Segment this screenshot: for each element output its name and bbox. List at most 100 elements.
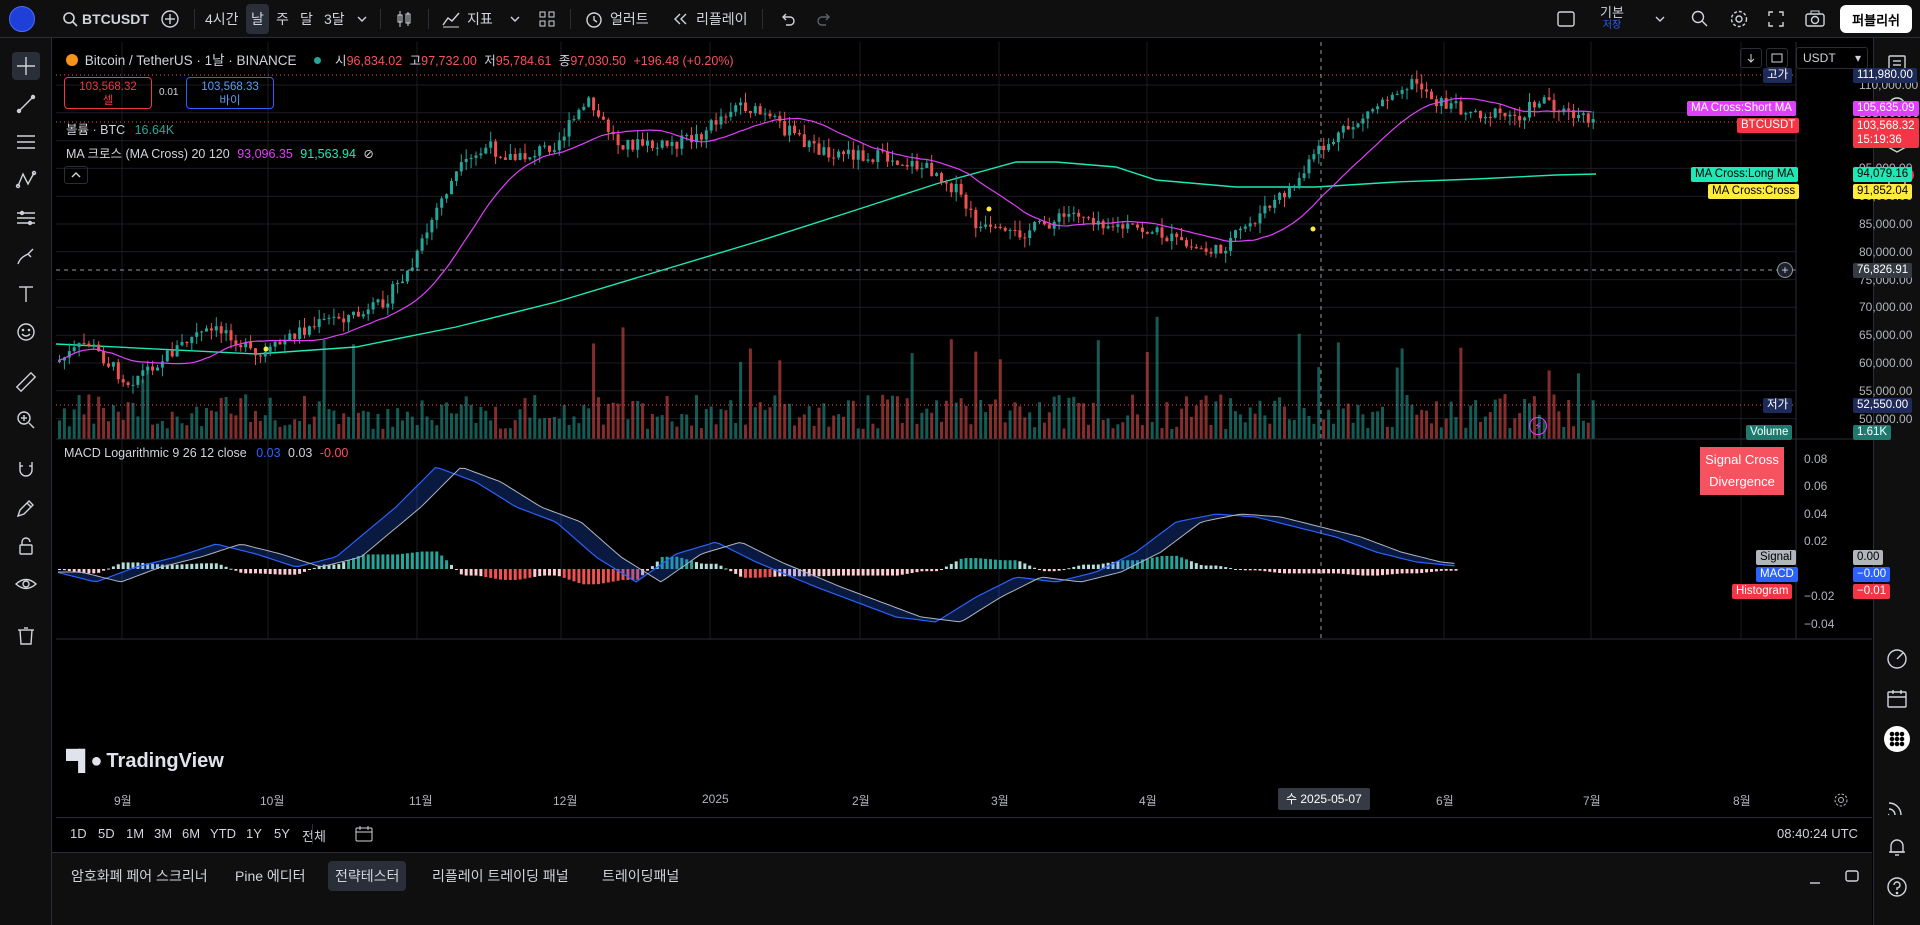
macd-legend[interactable]: MACD Logarithmic 9 26 12 close 0.03 0.03… bbox=[64, 446, 348, 460]
buy-button[interactable]: 103,568.33 바이 bbox=[186, 77, 274, 109]
candle-body bbox=[1234, 230, 1237, 238]
tab-crypto-screener[interactable]: 암호화폐 페어 스크리너 bbox=[71, 868, 208, 884]
interval-week[interactable]: 주 bbox=[276, 11, 289, 27]
macd-histogram-bar bbox=[489, 569, 493, 578]
redo-icon[interactable] bbox=[816, 0, 834, 38]
tradingview-watermark[interactable]: ▀▌● TradingView bbox=[66, 750, 224, 773]
currency-select[interactable]: USDT ▾ bbox=[1796, 47, 1868, 69]
trend-line-icon[interactable] bbox=[12, 90, 40, 118]
ma-cross-legend[interactable]: MA 크로스 (MA Cross) 20 120 93,096.35 91,56… bbox=[66, 143, 374, 162]
range-button[interactable]: 3M bbox=[154, 826, 173, 841]
emoji-icon[interactable] bbox=[12, 318, 40, 346]
eye-icon[interactable] bbox=[12, 570, 40, 598]
minimize-panel-icon[interactable] bbox=[1808, 871, 1822, 888]
scroll-down-arrow-icon[interactable] bbox=[1740, 48, 1762, 68]
ohlc-change: +196.48 (+0.20%) bbox=[633, 54, 734, 68]
macd-histogram-bar bbox=[577, 569, 581, 584]
chart-canvas[interactable] bbox=[56, 42, 1872, 817]
layouts-grid-icon[interactable] bbox=[538, 0, 556, 38]
indicators-dropdown-chevron-down-icon[interactable] bbox=[510, 0, 520, 38]
macd-histogram-bar bbox=[1371, 569, 1375, 576]
symbol-search[interactable]: BTCUSDT bbox=[62, 0, 149, 38]
user-avatar[interactable] bbox=[9, 6, 35, 32]
date-range-calendar-icon[interactable] bbox=[354, 825, 374, 846]
brush-icon[interactable] bbox=[12, 242, 40, 270]
indicators-button[interactable]: 지표 bbox=[441, 0, 493, 38]
publish-button[interactable]: 퍼블리쉬 bbox=[1840, 5, 1912, 33]
candle-body bbox=[886, 151, 890, 162]
tab-strategy-tester[interactable]: 전략테스터 bbox=[328, 861, 407, 891]
chart-area[interactable]: Bitcoin / TetherUS · 1날 · BINANCE 시96,83… bbox=[56, 42, 1919, 817]
pattern-tool-icon[interactable] bbox=[12, 166, 40, 194]
lightning-icon[interactable]: ⚡ bbox=[1529, 417, 1547, 435]
volume-bar bbox=[1121, 422, 1125, 439]
volume-bar bbox=[1287, 419, 1291, 439]
trash-icon[interactable] bbox=[12, 622, 40, 650]
layout-name-button[interactable]: 기본 저장 bbox=[1600, 0, 1624, 38]
range-button[interactable]: 5Y bbox=[274, 826, 290, 841]
replay-button[interactable]: 리플레이 bbox=[672, 0, 748, 38]
lock-pencil-icon[interactable] bbox=[12, 494, 40, 522]
macd-histogram-bar bbox=[131, 562, 135, 569]
interval-3month[interactable]: 3달 bbox=[324, 11, 345, 27]
add-alert-plus-icon[interactable]: + bbox=[1777, 262, 1793, 278]
candle-body bbox=[464, 158, 468, 163]
ruler-icon[interactable] bbox=[12, 368, 40, 396]
quick-search-icon[interactable] bbox=[1690, 0, 1710, 38]
fullscreen-icon[interactable] bbox=[1767, 0, 1785, 38]
utc-clock[interactable]: 08:40:24 UTC bbox=[1777, 826, 1858, 841]
layout-square-icon[interactable] bbox=[1556, 0, 1576, 38]
range-button[interactable]: YTD bbox=[210, 826, 236, 841]
chart-type-candles-icon[interactable] bbox=[394, 0, 414, 38]
range-button[interactable]: 1Y bbox=[246, 826, 262, 841]
volume-bar bbox=[1111, 428, 1115, 439]
symbol-legend[interactable]: Bitcoin / TetherUS · 1날 · BINANCE 시96,83… bbox=[66, 49, 734, 69]
range-button[interactable]: 5D bbox=[98, 826, 115, 841]
volume-bar bbox=[802, 414, 806, 439]
hide-indicator-icon[interactable]: ⊘ bbox=[363, 147, 374, 161]
tab-trading-panel[interactable]: 트레이딩패널 bbox=[602, 868, 680, 884]
volume-bar bbox=[935, 400, 939, 439]
time-axis-settings-gear-icon[interactable] bbox=[1833, 792, 1849, 811]
crosshair-icon[interactable] bbox=[12, 52, 40, 80]
alerts-button[interactable]: 얼러트 bbox=[584, 0, 649, 38]
horizontal-lines-icon[interactable] bbox=[12, 128, 40, 156]
range-button[interactable]: 전체 bbox=[302, 829, 326, 844]
signal-feed-icon[interactable] bbox=[1884, 794, 1910, 820]
lock-icon[interactable] bbox=[12, 532, 40, 560]
maximize-panel-icon[interactable] bbox=[1844, 869, 1860, 886]
range-button[interactable]: 6M bbox=[182, 826, 201, 841]
settings-gear-icon[interactable] bbox=[1729, 0, 1749, 38]
help-icon[interactable] bbox=[1884, 874, 1910, 900]
auto-scale-icon[interactable] bbox=[1766, 48, 1788, 68]
volume-bar bbox=[1155, 316, 1159, 439]
tab-pine-editor[interactable]: Pine 에디터 bbox=[235, 868, 306, 884]
volume-legend[interactable]: 볼륨 · BTC 16.64K bbox=[66, 119, 174, 138]
interval-day[interactable]: 날 bbox=[246, 4, 269, 34]
bell-icon[interactable] bbox=[1884, 834, 1910, 860]
interval-dropdown-chevron-down-icon[interactable] bbox=[357, 0, 367, 38]
interval-4h[interactable]: 4시간 bbox=[205, 11, 239, 27]
zoom-in-icon[interactable] bbox=[12, 406, 40, 434]
interval-month[interactable]: 달 bbox=[300, 11, 313, 27]
sell-button[interactable]: 103,568.32 셀 bbox=[64, 77, 152, 109]
target-icon[interactable] bbox=[1884, 646, 1910, 672]
magnet-icon[interactable] bbox=[12, 456, 40, 484]
text-tool-icon[interactable] bbox=[12, 280, 40, 308]
camera-snapshot-icon[interactable] bbox=[1804, 0, 1826, 38]
volume-bar bbox=[866, 395, 870, 439]
candle-body bbox=[1175, 233, 1179, 238]
range-button[interactable]: 1M bbox=[126, 826, 145, 841]
range-button[interactable]: 1D bbox=[70, 826, 87, 841]
calendar-icon[interactable] bbox=[1884, 686, 1910, 712]
apps-grid-icon[interactable] bbox=[1884, 726, 1910, 752]
undo-icon[interactable] bbox=[778, 0, 796, 38]
compare-symbol-button[interactable] bbox=[160, 0, 180, 38]
forecast-tool-icon[interactable] bbox=[12, 204, 40, 232]
macd-histogram-bar bbox=[557, 569, 561, 577]
macd-histogram-bar bbox=[1082, 564, 1086, 569]
volume-bar bbox=[1131, 394, 1135, 439]
tab-replay-trading-panel[interactable]: 리플레이 트레이딩 패널 bbox=[432, 868, 569, 884]
layout-menu-chevron-down-icon[interactable] bbox=[1655, 0, 1665, 38]
collapse-legend-chevron-up-icon[interactable] bbox=[64, 166, 88, 184]
